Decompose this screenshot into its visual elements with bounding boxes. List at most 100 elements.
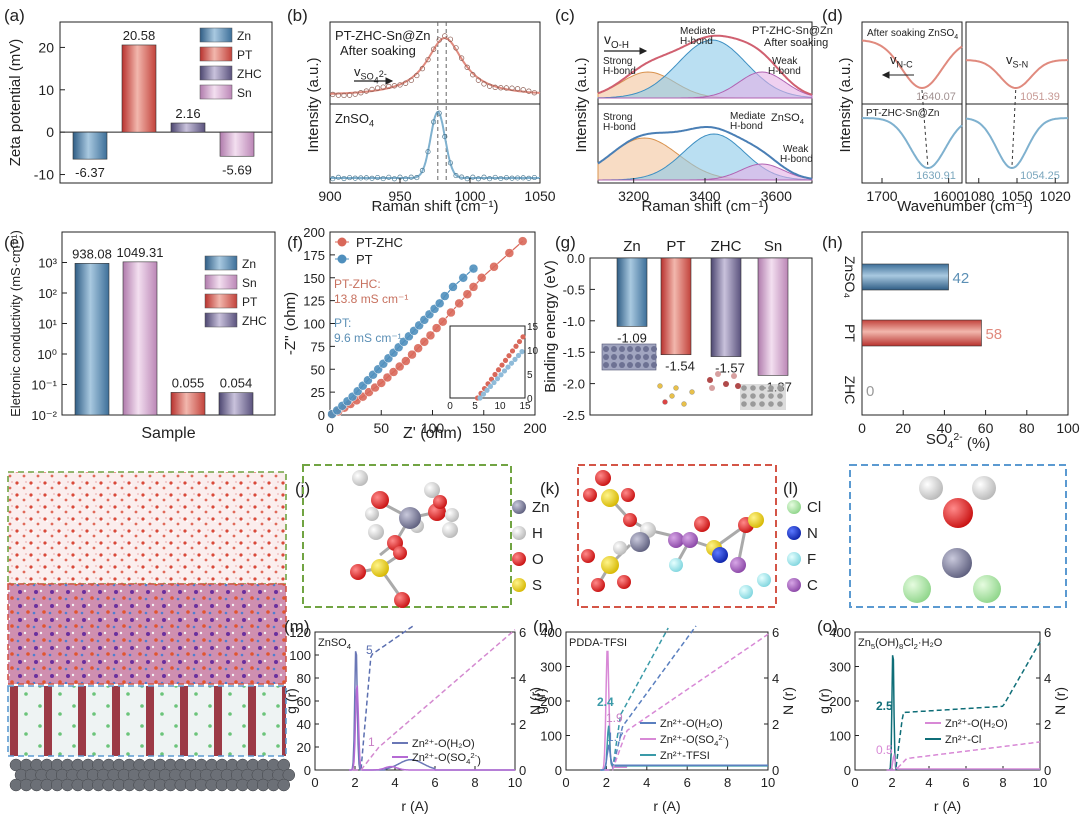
legend-label: Zn [532, 499, 550, 516]
x-axis-title: Wavenumber (cm⁻¹) [897, 198, 1033, 215]
data-point [375, 174, 381, 181]
slab-atom [627, 362, 633, 368]
model-atom [662, 399, 668, 405]
y-tick-label: -1.0 [563, 314, 585, 329]
region-label: Strong [603, 112, 632, 123]
arrow-head [385, 77, 394, 85]
slab-atom [619, 354, 625, 360]
slab-atom [611, 354, 617, 360]
data-point [386, 83, 392, 90]
zhc-layer [8, 686, 286, 756]
data-point [363, 88, 370, 94]
y-tick-label: 10⁰ [37, 347, 57, 362]
axes-frame [329, 21, 541, 184]
bar-pt [121, 44, 157, 133]
panel-letter: (h) [822, 233, 843, 252]
x-tick-label: 60 [978, 420, 994, 436]
peak-label: 1051.39 [1020, 91, 1060, 103]
panel-letter: (a) [4, 6, 25, 25]
x-tick-label: 20 [895, 420, 911, 436]
cn-zn-o-h2o [604, 625, 697, 771]
category-label: PT [842, 324, 858, 342]
legend-marker [337, 254, 347, 264]
data-point [376, 378, 386, 388]
bar-value-label: -1.57 [715, 361, 745, 376]
legend-label: O [532, 551, 544, 568]
annotation: 9.6 mS cm⁻¹ [334, 331, 402, 345]
y2-tick-label: 2 [1044, 717, 1051, 732]
model-atom [657, 383, 663, 389]
y-tick-label: 10² [38, 286, 57, 301]
data-point [442, 33, 448, 39]
x-tick-label: 6 [684, 775, 691, 790]
cn-label: 2.4 [597, 695, 614, 709]
x-tick-label: 0 [851, 775, 858, 790]
y-tick-label: 75 [311, 339, 325, 354]
data-point [436, 37, 442, 43]
region-box-zhc [7, 685, 287, 757]
total-fit-bottom [597, 126, 813, 180]
data-point [431, 323, 442, 333]
x-tick-label: 8 [724, 775, 731, 790]
inset-point [502, 357, 509, 363]
bar-value-label: -1.09 [617, 330, 647, 345]
atom [601, 556, 619, 574]
legend-swatch [199, 84, 233, 100]
legend-swatch [204, 293, 238, 309]
x-axis-title: r (A) [934, 798, 961, 814]
annotation: PT: [334, 316, 351, 330]
model-atom [731, 373, 737, 379]
category-label: Zn [623, 238, 641, 255]
data-point [517, 236, 528, 246]
y-tick-label: 400 [540, 625, 562, 640]
legend-label: PT [237, 48, 253, 62]
data-point [446, 307, 456, 318]
data-point [358, 175, 364, 181]
y-tick-label: 100 [289, 648, 311, 663]
x-tick-label: 6 [431, 775, 438, 790]
x-tick-label: 50 [373, 420, 389, 436]
data-point [434, 298, 445, 309]
cn-label: 2.5 [876, 699, 893, 713]
data-point [486, 83, 493, 89]
atom [757, 573, 771, 587]
data-point [394, 361, 405, 372]
atom [601, 489, 619, 507]
inset-point [484, 387, 490, 393]
bar-value-label: 2.16 [175, 106, 200, 121]
bar-zn [72, 131, 108, 160]
panel-letter: (b) [287, 6, 308, 25]
atom [787, 526, 801, 540]
data-point [430, 46, 437, 52]
bar-value-label: 0.054 [220, 376, 253, 391]
atom [973, 575, 1001, 603]
y-tick-label: 10⁻¹ [31, 378, 57, 393]
model-atom [777, 393, 783, 399]
inset-point [506, 353, 512, 359]
panel-letter: (l) [783, 479, 798, 498]
bar-zhc [170, 122, 206, 133]
x-tick-label: 1050 [1001, 188, 1032, 204]
cluster-box-j [302, 464, 512, 608]
bar-value-label: 42 [953, 270, 970, 287]
x-tick-label: 10 [761, 775, 775, 790]
total-fit-top [597, 34, 813, 96]
x-tick-label: 10 [1033, 775, 1047, 790]
x-tick-label: 1050 [524, 188, 555, 204]
slab-atom [643, 346, 649, 352]
model-atom [750, 393, 756, 399]
y2-tick-label: 4 [772, 671, 779, 686]
y-axis-title: g (r) [532, 688, 548, 714]
peak-shift-line [1011, 89, 1017, 169]
y-axis-title: Intensity (a.u.) [305, 57, 322, 152]
y-tick-label: 200 [829, 694, 851, 709]
bar-value-label: -1.54 [665, 359, 695, 374]
x-tick-label: 8 [471, 775, 478, 790]
atom [512, 552, 526, 566]
atom [365, 507, 379, 521]
model-atom [750, 401, 756, 407]
x-tick-label: 80 [1019, 420, 1035, 436]
y-axis-title: Intensity (a.u.) [573, 57, 590, 152]
slab-atom [603, 362, 609, 368]
y2-tick-label: 6 [519, 625, 526, 640]
